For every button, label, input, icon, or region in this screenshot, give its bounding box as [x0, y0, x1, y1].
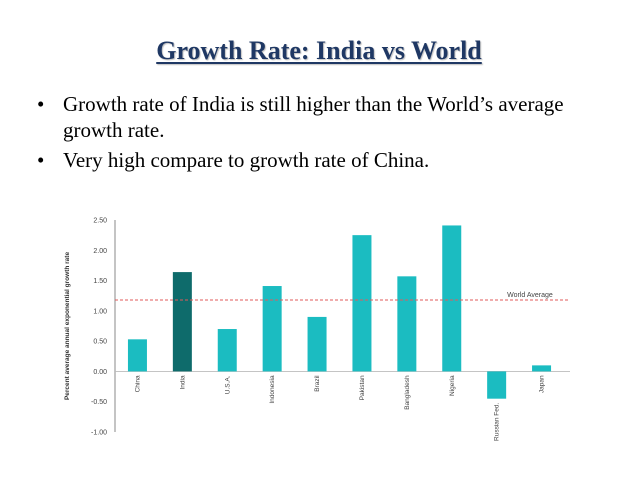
- bar-china: [127, 339, 147, 372]
- bullet-text: Very high compare to growth rate of Chin…: [63, 148, 430, 172]
- category-label: China: [134, 375, 141, 392]
- y-tick-label: 1.00: [93, 308, 107, 315]
- category-label: Brazil: [314, 375, 321, 392]
- bar-india: [172, 272, 192, 372]
- bullet-marker: •: [37, 92, 45, 116]
- category-label: Indonesia: [269, 375, 276, 404]
- growth-rate-chart: Percent average annual exponential growt…: [55, 210, 575, 442]
- category-label: Pakistan: [359, 375, 366, 400]
- bar-japan: [532, 365, 552, 372]
- bar-brazil: [307, 316, 327, 372]
- y-tick-label: -0.50: [91, 399, 107, 406]
- y-tick-label: 0.50: [93, 339, 107, 346]
- bar-pakistan: [352, 235, 372, 372]
- bar-russian-fed: [487, 371, 507, 399]
- y-tick-label: 1.50: [93, 278, 107, 285]
- y-tick-label: 2.00: [93, 248, 107, 255]
- bar-bangladesh: [397, 276, 417, 372]
- category-label: Bangladesh: [404, 375, 411, 410]
- category-label: India: [179, 375, 186, 389]
- category-label: U.S.A.: [224, 375, 231, 394]
- world-average-label: World Average: [507, 292, 553, 299]
- category-label: Nigeria: [449, 375, 456, 396]
- bullet-list: • Growth rate of India is still higher t…: [37, 91, 617, 177]
- y-axis-label: Percent average annual exponential growt…: [64, 252, 71, 400]
- y-tick-label: 0.00: [93, 369, 107, 376]
- bar-nigeria: [442, 225, 462, 372]
- bar-indonesia: [262, 286, 282, 372]
- bullet-item: • Very high compare to growth rate of Ch…: [37, 147, 617, 173]
- y-tick-label: -1.00: [91, 430, 107, 437]
- slide-title: Growth Rate: India vs World: [156, 36, 482, 65]
- bullet-text: Growth rate of India is still higher tha…: [63, 92, 564, 142]
- category-label: Russian Fed.: [494, 402, 501, 440]
- chart-svg: Percent average annual exponential growt…: [64, 218, 570, 441]
- bullet-marker: •: [37, 148, 45, 172]
- bullet-item: • Growth rate of India is still higher t…: [37, 91, 617, 143]
- bar-u-s-a: [217, 329, 237, 372]
- category-label: Japan: [539, 375, 546, 393]
- y-tick-label: 2.50: [93, 218, 107, 225]
